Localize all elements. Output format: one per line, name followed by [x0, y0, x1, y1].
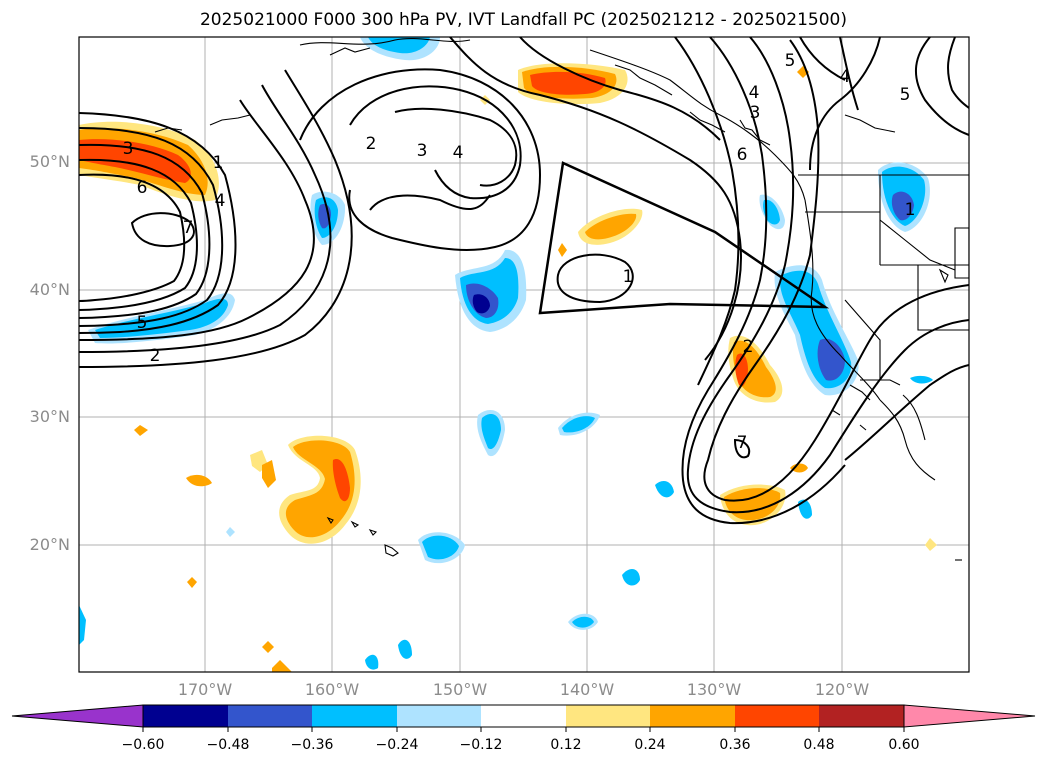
lat-label: 20°N — [29, 535, 70, 554]
colorbar-tick-label: −0.12 — [459, 737, 503, 753]
contour-label: 5 — [137, 313, 148, 333]
contour-label: 1 — [213, 153, 224, 173]
colorbar-bin — [481, 705, 566, 727]
colorbar-bin — [228, 705, 312, 727]
colorbar-bin — [735, 705, 819, 727]
colorbar-bin — [650, 705, 735, 727]
lon-label: 140°W — [559, 680, 615, 699]
map-frame — [78, 36, 970, 673]
ivt-contours — [79, 37, 969, 525]
colorbar-tick-label: 0.24 — [634, 737, 666, 753]
contour-label: 4 — [215, 191, 226, 211]
lon-label: 170°W — [177, 680, 233, 699]
lat-label: 50°N — [29, 152, 70, 171]
colorbar — [11, 704, 1036, 732]
contour-label: 1 — [905, 200, 916, 220]
contour-label: 4 — [749, 83, 760, 103]
colorbar-tick-label: −0.36 — [290, 737, 334, 753]
contour-label: 2 — [743, 337, 754, 357]
colorbar-tick-label: 0.36 — [719, 737, 751, 753]
map-title: 2025021000 F000 300 hPa PV, IVT Landfall… — [199, 10, 847, 30]
colorbar-bin — [819, 705, 904, 727]
contour-label: 2 — [366, 134, 377, 154]
landfall-region-outline — [538, 161, 830, 315]
map-area — [79, 37, 969, 672]
colorbar-bin — [143, 705, 228, 727]
contour-label: 4 — [453, 143, 464, 163]
contour-label: 6 — [737, 145, 748, 165]
contour-label: 7 — [183, 218, 194, 238]
lon-label: 160°W — [304, 680, 360, 699]
lat-label: 30°N — [29, 407, 70, 426]
contour-label: 3 — [123, 139, 134, 159]
colorbar-tick-label: −0.60 — [121, 737, 165, 753]
contour-label: 3 — [417, 141, 428, 161]
gridlines — [79, 37, 969, 672]
contour-labels: 3 6 1 4 7 5 2 2 3 4 1 5 4 3 6 5 2 7 4 1 — [123, 51, 916, 453]
coastlines — [154, 38, 969, 561]
colorbar-tick-label: −0.24 — [375, 737, 419, 753]
colorbar-bin — [397, 705, 481, 727]
contour-label: 3 — [750, 103, 761, 123]
contour-label: 2 — [150, 346, 161, 366]
colorbar-bin — [312, 705, 397, 727]
colorbar-tick-label: 0.48 — [803, 737, 835, 753]
contour-label: 4 — [840, 67, 851, 87]
lat-label: 40°N — [29, 280, 70, 299]
contour-label: 6 — [137, 178, 148, 198]
lon-label: 130°W — [686, 680, 742, 699]
contour-label: 5 — [900, 85, 911, 105]
contour-label: 7 — [737, 433, 748, 453]
contour-label: 5 — [785, 51, 796, 71]
colorbar-tick-label: 0.12 — [550, 737, 582, 753]
contour-label: 1 — [623, 267, 634, 287]
lon-label: 150°W — [432, 680, 488, 699]
colorbar-tick-label: 0.60 — [888, 737, 920, 753]
colorbar-extend-right — [903, 704, 1036, 728]
lon-label: 120°W — [814, 680, 870, 699]
colorbar-bin — [566, 705, 650, 727]
colorbar-tick-label: −0.48 — [206, 737, 250, 753]
colorbar-extend-left — [11, 704, 144, 728]
